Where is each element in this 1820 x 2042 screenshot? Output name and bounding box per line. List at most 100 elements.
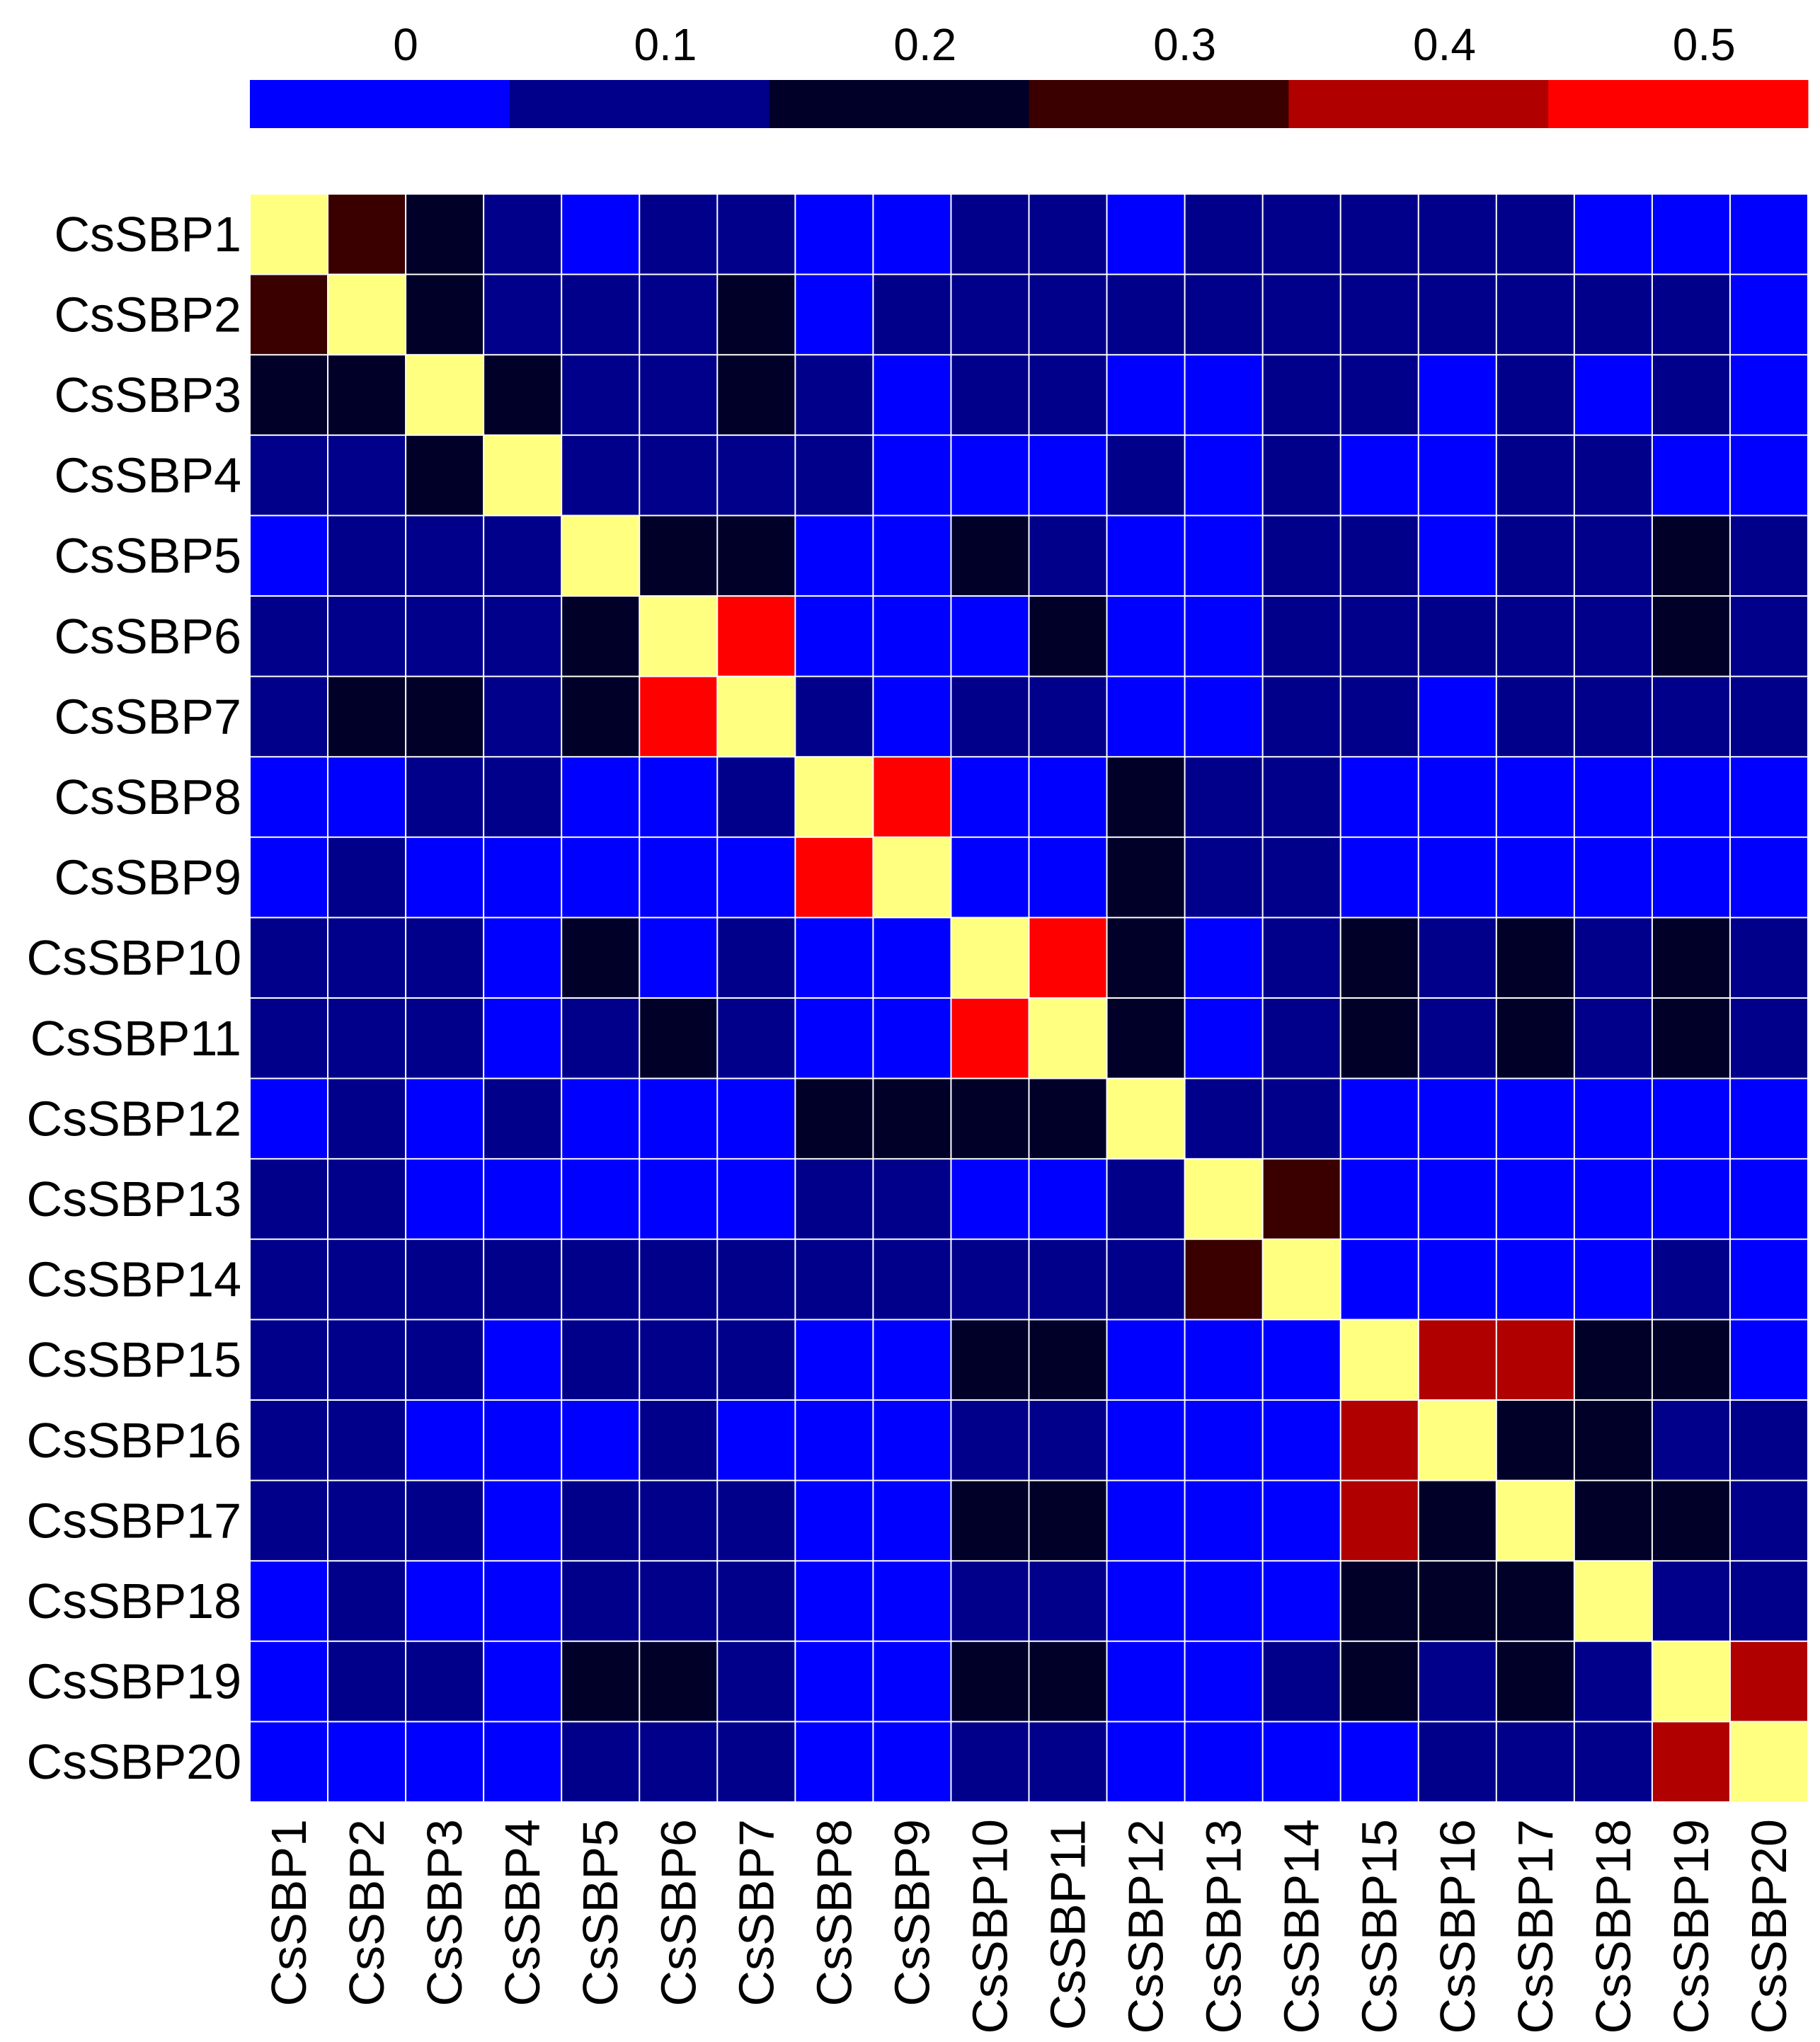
heatmap-cell (328, 917, 406, 999)
heatmap-cell (1262, 757, 1341, 838)
column-label: CsSBP9 (884, 1819, 939, 2007)
heatmap-cell (1729, 515, 1809, 597)
heatmap-cell (561, 1159, 640, 1240)
heatmap-cell (1340, 1480, 1419, 1561)
heatmap-cell (1184, 355, 1264, 436)
heatmap-cell (1106, 837, 1186, 918)
heatmap-cell (1652, 998, 1731, 1079)
column-label: CsSBP17 (1508, 1819, 1563, 2034)
heatmap-cell (483, 1561, 562, 1642)
heatmap-cell (717, 1480, 796, 1561)
heatmap-cell (1418, 1078, 1497, 1159)
heatmap-cell (250, 837, 328, 918)
heatmap-cell (1418, 837, 1497, 918)
heatmap-cell (1574, 1078, 1653, 1159)
heatmap-cell (250, 1561, 328, 1642)
heatmap-cell (328, 194, 406, 275)
heatmap-cell (1340, 274, 1419, 355)
heatmap-cell (250, 1480, 328, 1561)
row-label: CsSBP5 (54, 528, 241, 583)
heatmap-cell (1574, 1641, 1653, 1722)
heatmap-cell (1029, 1480, 1108, 1561)
heatmap-cell (1574, 596, 1653, 677)
heatmap-cell (951, 194, 1029, 275)
heatmap-cell (639, 515, 718, 597)
heatmap-cell (1574, 1159, 1653, 1240)
heatmap-cell (1029, 1400, 1108, 1481)
heatmap-cell (406, 1239, 484, 1320)
row-label: CsSBP6 (54, 609, 241, 664)
heatmap-cell (1340, 1239, 1419, 1320)
heatmap-cell (561, 1319, 640, 1401)
heatmap-cell (1262, 194, 1341, 275)
heatmap-cell-diagonal (1574, 1561, 1653, 1642)
heatmap-cell (1029, 1159, 1108, 1240)
heatmap-cell (1574, 1480, 1653, 1561)
heatmap-cell (717, 194, 796, 275)
row-label: CsSBP8 (54, 769, 241, 825)
heatmap-cell (1262, 1561, 1341, 1642)
heatmap-cell (795, 1721, 874, 1803)
heatmap-cell (406, 1641, 484, 1722)
heatmap-cell (1574, 757, 1653, 838)
heatmap-cell (1029, 194, 1108, 275)
heatmap-cell (951, 1400, 1029, 1481)
heatmap-cell (250, 515, 328, 597)
heatmap-cell (250, 355, 328, 436)
heatmap-cell (951, 676, 1029, 757)
color-scale-label: 0 (393, 19, 418, 70)
heatmap-cell (1106, 1721, 1186, 1803)
heatmap-cell-diagonal (1029, 998, 1108, 1079)
heatmap-cell (1729, 1480, 1809, 1561)
heatmap-cell (1184, 998, 1264, 1079)
heatmap-cell (1496, 676, 1575, 757)
heatmap-cell (717, 1721, 796, 1803)
heatmap-cell-diagonal (483, 435, 562, 516)
heatmap-cell (1106, 1400, 1186, 1481)
heatmap-cell (873, 1239, 951, 1320)
heatmap-cell (1340, 194, 1419, 275)
heatmap-cell-diagonal (639, 596, 718, 677)
heatmap-cell (717, 1400, 796, 1481)
column-label: CsSBP11 (1041, 1819, 1096, 2030)
heatmap-cell-diagonal (1340, 1319, 1419, 1401)
heatmap-cell (561, 194, 640, 275)
heatmap-cell (873, 1078, 951, 1159)
heatmap-cell (795, 355, 874, 436)
heatmap-cell (1262, 515, 1341, 597)
heatmap-cell (1652, 676, 1731, 757)
heatmap-cell (873, 435, 951, 516)
heatmap-cell (328, 1561, 406, 1642)
heatmap-cell (795, 837, 874, 918)
heatmap-cell (873, 1480, 951, 1561)
heatmap-cell (1340, 435, 1419, 516)
heatmap-cell (1184, 1480, 1264, 1561)
heatmap-cell (951, 274, 1029, 355)
heatmap-cell (1729, 1641, 1809, 1722)
heatmap-cell (1106, 998, 1186, 1079)
heatmap-cell (717, 1561, 796, 1642)
heatmap-cell (1262, 1721, 1341, 1803)
heatmap-cell (717, 917, 796, 999)
heatmap-cell (639, 917, 718, 999)
heatmap-cell (795, 1078, 874, 1159)
row-label: CsSBP17 (27, 1493, 241, 1548)
heatmap-cell (1729, 1400, 1809, 1481)
heatmap-cell (1418, 435, 1497, 516)
heatmap-cell (328, 998, 406, 1079)
heatmap-cell (795, 917, 874, 999)
column-label: CsSBP20 (1741, 1819, 1797, 2034)
row-labels: CsSBP1 CsSBP2 CsSBP3 CsSBP4 CsSBP5 CsSBP6 CsSB… (27, 207, 241, 1789)
heatmap-cell (1340, 1159, 1419, 1240)
heatmap-cell (717, 1641, 796, 1722)
heatmap-cell (1652, 1721, 1731, 1803)
heatmap-cell (1340, 676, 1419, 757)
heatmap-cell (873, 757, 951, 838)
heatmap-cell (717, 837, 796, 918)
heatmap-cell (406, 1721, 484, 1803)
heatmap-cell (1729, 676, 1809, 757)
heatmap-cell (1652, 596, 1731, 677)
heatmap-cell (1418, 1641, 1497, 1722)
heatmap-cell (250, 998, 328, 1079)
